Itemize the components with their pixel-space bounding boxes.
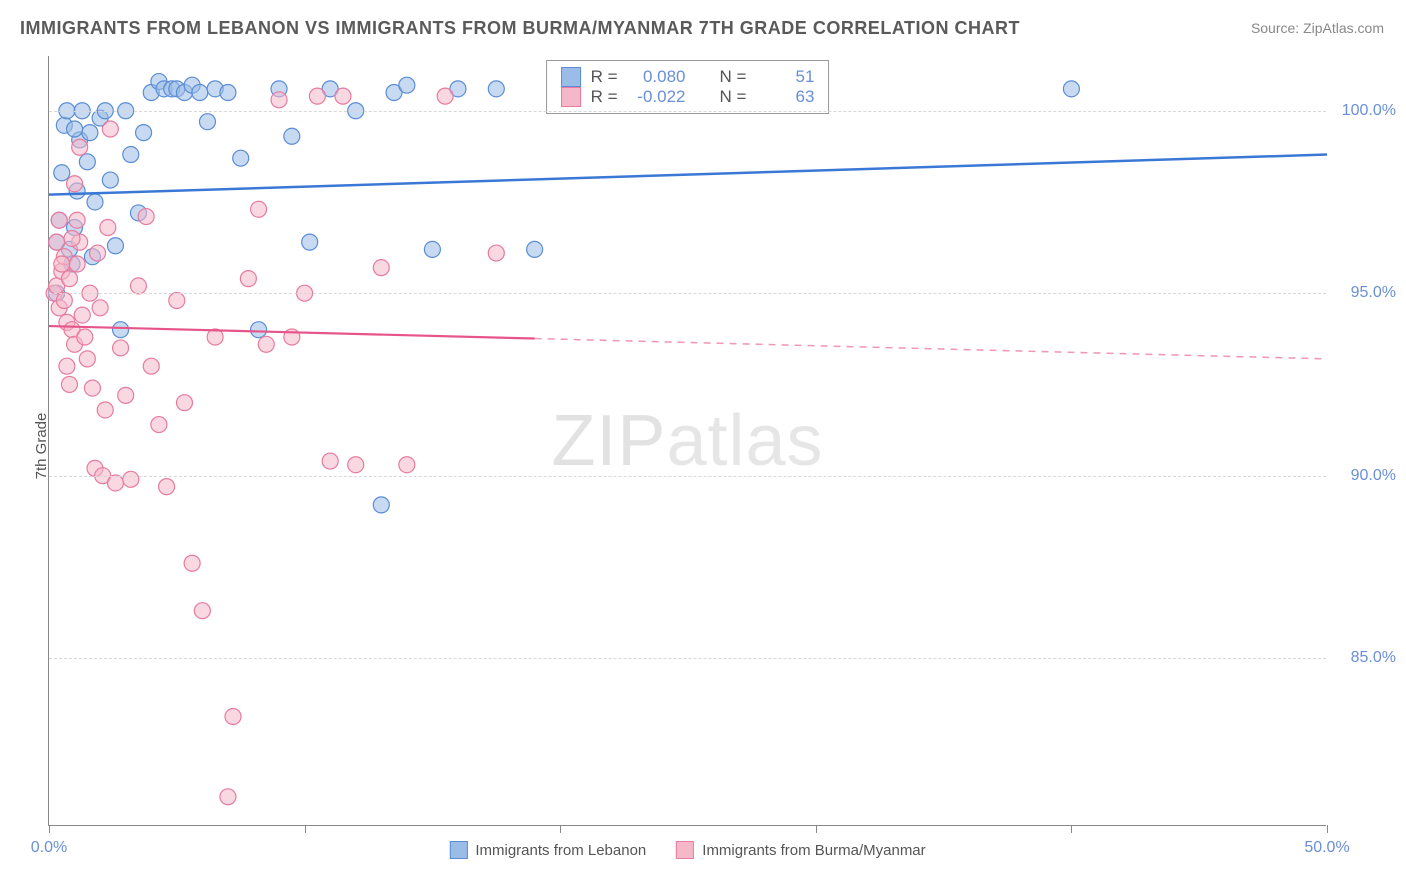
y-tick-label: 95.0%: [1351, 284, 1396, 302]
chart-title: IMMIGRANTS FROM LEBANON VS IMMIGRANTS FR…: [20, 18, 1020, 39]
gridline-h: [49, 293, 1326, 294]
plot-svg: [49, 56, 1326, 825]
scatter-plot-area: ZIPatlas R = 0.080 N = 51 R = -0.022 N =…: [48, 56, 1326, 826]
stats-row-burma: R = -0.022 N = 63: [561, 87, 815, 107]
stat-label-n: N =: [720, 67, 747, 87]
legend-swatch-lebanon: [449, 841, 467, 859]
bottom-legend: Immigrants from Lebanon Immigrants from …: [449, 841, 925, 859]
gridline-h: [49, 111, 1326, 112]
x-tick: [1327, 825, 1328, 833]
stat-r-lebanon: 0.080: [628, 67, 686, 87]
legend-swatch-burma: [676, 841, 694, 859]
x-tick: [1071, 825, 1072, 833]
stats-row-lebanon: R = 0.080 N = 51: [561, 67, 815, 87]
x-tick-label: 0.0%: [31, 839, 67, 857]
stat-label-n: N =: [720, 87, 747, 107]
legend-item-burma: Immigrants from Burma/Myanmar: [676, 841, 925, 859]
x-tick: [560, 825, 561, 833]
y-tick-label: 85.0%: [1351, 649, 1396, 667]
y-tick-label: 90.0%: [1351, 467, 1396, 485]
stat-n-lebanon: 51: [756, 67, 814, 87]
stat-label-r: R =: [591, 87, 618, 107]
gridline-h: [49, 476, 1326, 477]
legend-item-lebanon: Immigrants from Lebanon: [449, 841, 646, 859]
legend-label-lebanon: Immigrants from Lebanon: [475, 842, 646, 859]
x-tick: [49, 825, 50, 833]
x-tick-label: 50.0%: [1304, 839, 1349, 857]
x-tick: [816, 825, 817, 833]
gridline-h: [49, 658, 1326, 659]
stat-r-burma: -0.022: [628, 87, 686, 107]
swatch-lebanon: [561, 67, 581, 87]
swatch-burma: [561, 87, 581, 107]
stat-n-burma: 63: [756, 87, 814, 107]
y-tick-label: 100.0%: [1342, 102, 1396, 120]
stat-label-r: R =: [591, 67, 618, 87]
source-attribution: Source: ZipAtlas.com: [1251, 20, 1384, 36]
legend-label-burma: Immigrants from Burma/Myanmar: [702, 842, 925, 859]
correlation-stats-box: R = 0.080 N = 51 R = -0.022 N = 63: [546, 60, 830, 114]
x-tick: [305, 825, 306, 833]
